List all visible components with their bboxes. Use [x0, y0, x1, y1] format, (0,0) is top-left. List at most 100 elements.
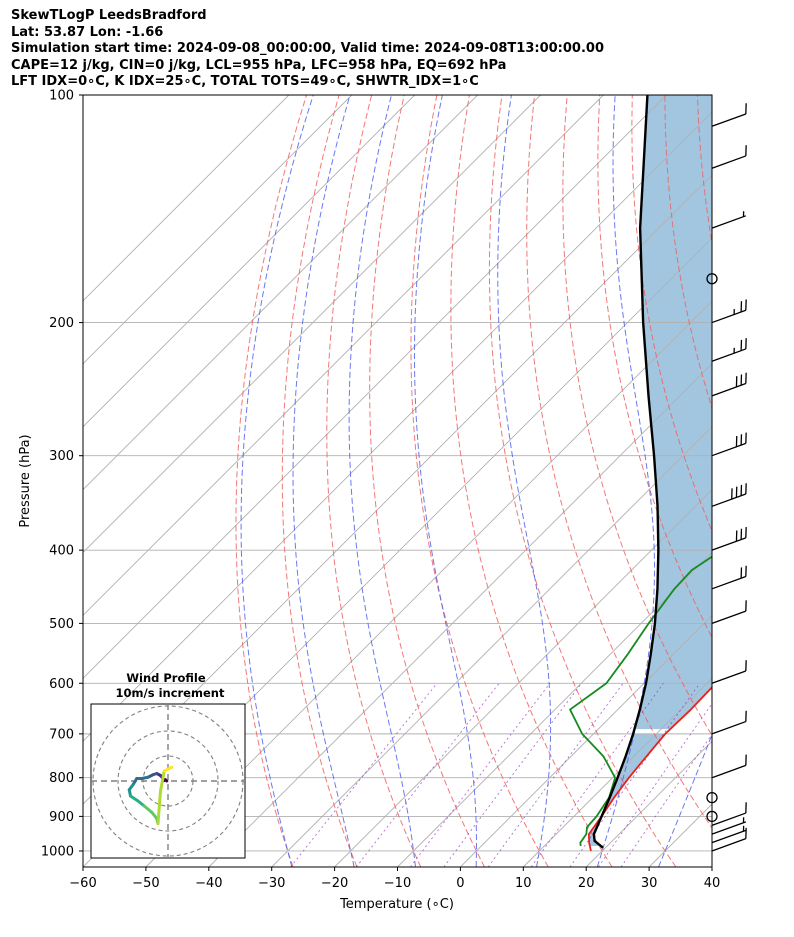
barb-shaft	[711, 821, 747, 835]
moist-adiabat	[292, 95, 355, 867]
x-axis-label: Temperature (∘C)	[339, 897, 454, 912]
mixing-ratio-line	[290, 682, 438, 867]
dry-adiabat	[631, 95, 712, 533]
x-tick-label: −30	[258, 876, 285, 891]
barb-shaft	[711, 838, 747, 852]
isotherm--50	[145, 300, 712, 867]
cape-shading-low	[588, 733, 666, 847]
barb-shaft	[711, 493, 747, 507]
hodograph-segment	[156, 789, 162, 825]
isotherm--120	[83, 95, 478, 491]
mixing-ratio-line	[410, 682, 551, 867]
calm-wind-circle	[706, 791, 718, 804]
wind-barb	[711, 432, 747, 457]
y-tick-label: 100	[49, 89, 74, 104]
x-tick-label: 20	[578, 876, 595, 891]
wind-barb	[711, 565, 747, 590]
y-tick-label: 700	[49, 727, 74, 742]
moist-adiabats	[240, 95, 712, 867]
chart-header: SkewTLogP LeedsBradford Lat: 53.87 Lon: …	[11, 8, 604, 91]
barb-shaft	[711, 764, 747, 779]
dry-adiabat	[281, 95, 358, 867]
isotherm-40	[711, 866, 712, 867]
y-tick-label: 1000	[41, 844, 74, 859]
station-coordinates: Lat: 53.87 Lon: -1.66	[11, 24, 164, 40]
x-tick-label: 40	[704, 876, 721, 891]
wind-barb	[711, 527, 747, 551]
dry-adiabat	[450, 95, 613, 867]
sounding-profiles	[569, 95, 712, 852]
moist-adiabat	[348, 95, 416, 867]
barb-shaft	[711, 348, 747, 362]
x-tick-label: −40	[195, 876, 222, 891]
x-tick-label: −50	[132, 876, 159, 891]
wind-barb	[711, 802, 747, 826]
mixing-ratio-line	[620, 733, 712, 867]
simulation-times: Simulation start time: 2024-09-08_00:00:…	[11, 41, 604, 56]
wind-barb	[711, 145, 747, 169]
x-tick-label: 10	[515, 876, 532, 891]
hodograph-plot	[91, 704, 245, 858]
mixing-ratio-line	[598, 702, 712, 867]
barb-shaft	[711, 720, 747, 735]
isotherm--40	[208, 363, 712, 867]
isotherm--10	[397, 551, 712, 867]
y-axis-label: Pressure (hPa)	[18, 434, 33, 527]
barb-shaft	[711, 442, 747, 457]
x-tick-label: −20	[321, 876, 348, 891]
mixing-ratio-line	[569, 683, 701, 867]
wind-barb	[711, 825, 747, 844]
hodograph-segment	[167, 765, 174, 770]
barb-shaft	[711, 155, 747, 169]
x-tick-label: 0	[456, 876, 464, 891]
barb-shaft	[711, 537, 747, 551]
barb-shaft	[711, 309, 747, 324]
wind-barb	[711, 299, 747, 324]
hodograph-subtitle: 10m/s increment	[116, 686, 225, 700]
mixing-ratio-line	[487, 683, 624, 867]
y-tick-label: 300	[49, 449, 74, 464]
x-axis-ticks: −60 −50 −40 −30 −20 −10 0 10 20 30 40	[69, 867, 720, 891]
moist-adiabat	[596, 95, 655, 867]
wind-barb	[711, 483, 747, 507]
mixing-ratio-line	[443, 682, 582, 867]
isotherm--30	[271, 426, 712, 867]
moist-adiabat	[497, 95, 552, 867]
moist-adiabat	[658, 733, 712, 867]
isotherm--110	[83, 95, 541, 554]
barb-shaft	[711, 575, 747, 590]
stability-indices-1: CAPE=12 j/kg, CIN=0 j/kg, LCL=955 hPa, L…	[11, 57, 507, 73]
isotherm--140	[83, 95, 353, 365]
dry-adiabat	[326, 95, 422, 867]
isotherm--100	[83, 95, 604, 617]
barb-shaft	[711, 670, 747, 684]
dry-adiabat	[410, 95, 549, 867]
isotherm--20	[334, 488, 712, 867]
wind-barb	[711, 372, 747, 397]
y-axis-ticks: 100 200 300 400 500 600 700 800 900 1000	[41, 89, 83, 859]
temperature-line	[587, 685, 712, 852]
dewpoint-line	[569, 555, 712, 847]
y-tick-label: 400	[49, 544, 74, 559]
wind-barb	[711, 338, 747, 362]
barb-shaft	[711, 382, 747, 397]
wind-barbs	[706, 103, 747, 852]
wind-barb	[711, 827, 747, 852]
dry-adiabat	[369, 95, 485, 867]
wind-barb	[711, 211, 747, 229]
moist-adiabat	[240, 95, 314, 867]
barb-shaft	[711, 215, 747, 229]
stability-indices-2: LFT IDX=0∘C, K IDX=25∘C, TOTAL TOTS=49∘C…	[11, 74, 479, 89]
mixing-ratio-lines	[290, 682, 712, 867]
calm-wind-circle	[706, 810, 718, 823]
isotherm--130	[83, 95, 416, 428]
barb-shaft	[711, 829, 747, 844]
calm-wind-circle	[706, 273, 718, 285]
wind-barb	[711, 103, 747, 127]
barb-shaft	[711, 610, 747, 625]
wind-barb	[711, 710, 747, 735]
x-tick-label: −10	[384, 876, 411, 891]
wind-barb	[711, 660, 747, 684]
dry-adiabat	[488, 95, 677, 867]
